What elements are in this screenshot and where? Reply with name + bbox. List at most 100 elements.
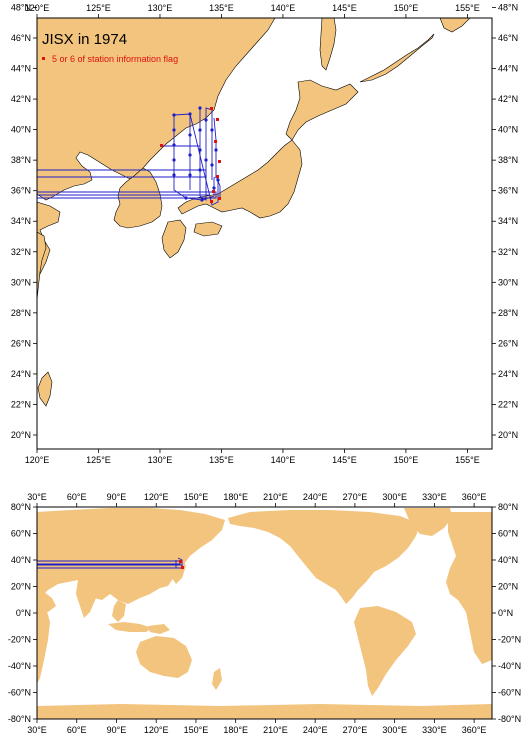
station-point xyxy=(198,168,202,172)
new-zealand xyxy=(212,668,222,690)
lat-label-right: 24°N xyxy=(498,369,518,379)
lon-label-top: 150°E xyxy=(184,492,209,502)
lon-label-bottom: 210°E xyxy=(263,725,288,735)
lon-label-top: 60°E xyxy=(67,492,87,502)
flagged-station xyxy=(214,140,217,143)
lon-label-bottom: 240°E xyxy=(303,725,328,735)
station-point xyxy=(198,128,202,132)
sakhalin xyxy=(319,18,337,71)
lat-label-left: -60°N xyxy=(8,688,31,698)
flagged-station xyxy=(181,566,184,569)
station-point xyxy=(198,148,202,152)
lon-label-top: 180°E xyxy=(223,492,248,502)
station-point xyxy=(198,106,202,110)
lat-label-left: 32°N xyxy=(11,247,31,257)
regional-map: JISX in 1974 5 or 6 of station informati… xyxy=(11,2,518,465)
indonesia xyxy=(108,622,152,632)
flagged-station xyxy=(179,560,182,563)
lat-label-left: 20°N xyxy=(11,430,31,440)
lon-label-bottom: 120°E xyxy=(144,725,169,735)
station-point xyxy=(172,128,176,132)
legend-flag-marker xyxy=(42,57,45,60)
flagged-station xyxy=(210,107,213,110)
lon-label-bottom: 155°E xyxy=(455,455,480,465)
lon-label-top: 330°E xyxy=(422,492,447,502)
lon-label-top: 155°E xyxy=(455,3,480,13)
lon-label-bottom: 135°E xyxy=(209,455,234,465)
kamchatka xyxy=(439,18,471,33)
station-point xyxy=(210,163,214,167)
flagged-station xyxy=(216,175,219,178)
lon-label-top: 270°E xyxy=(343,492,368,502)
lat-label-left: 42°N xyxy=(11,94,31,104)
lat-label-right: 34°N xyxy=(498,216,518,226)
lat-label-left: 22°N xyxy=(11,399,31,409)
lon-label-top: 300°E xyxy=(382,492,407,502)
lat-label-right: 30°N xyxy=(498,277,518,287)
regional-map-axes: 120°E 120°E 125°E 125°E 130°E 130°E 135°E 135°E… xyxy=(11,2,518,465)
europe-africa-wrap xyxy=(446,512,492,664)
lon-label-bottom: 150°E xyxy=(184,725,209,735)
lon-label-top: 150°E xyxy=(394,3,419,13)
lat-label-right: 36°N xyxy=(498,186,518,196)
india xyxy=(76,580,96,618)
lat-label-right: -80°N xyxy=(498,714,521,724)
lon-label-top: 135°E xyxy=(209,3,234,13)
lon-label-bottom: 150°E xyxy=(394,455,419,465)
station-point xyxy=(188,173,192,177)
station-point xyxy=(172,113,176,117)
lat-label-right: 48°N xyxy=(498,2,518,12)
lat-label-left: -80°N xyxy=(8,714,31,724)
lat-label-left: 60°N xyxy=(11,529,31,539)
australia xyxy=(136,636,192,678)
regional-map-frame xyxy=(36,17,493,450)
station-point xyxy=(200,198,204,202)
greenland xyxy=(404,508,452,536)
mainland-asia xyxy=(37,18,276,201)
kyushu xyxy=(161,219,187,259)
station-point xyxy=(216,178,220,182)
lat-label-left: -40°N xyxy=(8,661,31,671)
lat-label-right: 60°N xyxy=(498,529,518,539)
lat-label-right: 22°N xyxy=(498,399,518,409)
lat-label-right: 46°N xyxy=(498,33,518,43)
flagged-station xyxy=(218,197,221,200)
lat-label-left: 38°N xyxy=(11,155,31,165)
lat-label-right: 38°N xyxy=(498,155,518,165)
lat-label-right: 20°N xyxy=(498,582,518,592)
station-point xyxy=(188,112,192,116)
lon-label-bottom: 125°E xyxy=(86,455,111,465)
lat-label-right: -40°N xyxy=(498,661,521,671)
map-title: JISX in 1974 xyxy=(42,31,127,48)
lon-label-top: 210°E xyxy=(263,492,288,502)
lon-label-bottom: 130°E xyxy=(148,455,173,465)
lat-label-left: 44°N xyxy=(11,64,31,74)
new-guinea xyxy=(148,624,170,634)
lon-label-bottom: 90°E xyxy=(107,725,127,735)
lon-label-top: 120°E xyxy=(25,3,50,13)
legend-flag-label: 5 or 6 of station information flag xyxy=(52,54,178,64)
lon-label-bottom: 360°E xyxy=(462,725,487,735)
honshu xyxy=(177,139,303,219)
hokkaido xyxy=(285,79,359,141)
lat-label-left: 40°N xyxy=(11,555,31,565)
track-line xyxy=(199,107,213,201)
lon-label-bottom: 120°E xyxy=(25,455,50,465)
lon-label-bottom: 145°E xyxy=(332,455,357,465)
track-line xyxy=(37,169,207,178)
lat-label-left: 26°N xyxy=(11,338,31,348)
global-map-land xyxy=(37,508,492,719)
lat-label-right: 0°N xyxy=(498,608,513,618)
lat-label-right: 44°N xyxy=(498,64,518,74)
station-point xyxy=(210,128,214,132)
lat-label-left: 80°N xyxy=(11,502,31,512)
lat-label-left: 36°N xyxy=(11,186,31,196)
lat-label-left: 48°N xyxy=(11,2,31,12)
eurasia xyxy=(37,508,225,604)
lat-label-left: 20°N xyxy=(11,582,31,592)
lon-label-top: 140°E xyxy=(271,3,296,13)
lat-label-left: 28°N xyxy=(11,308,31,318)
global-flagged-stations xyxy=(179,560,184,569)
lon-label-bottom: 300°E xyxy=(382,725,407,735)
